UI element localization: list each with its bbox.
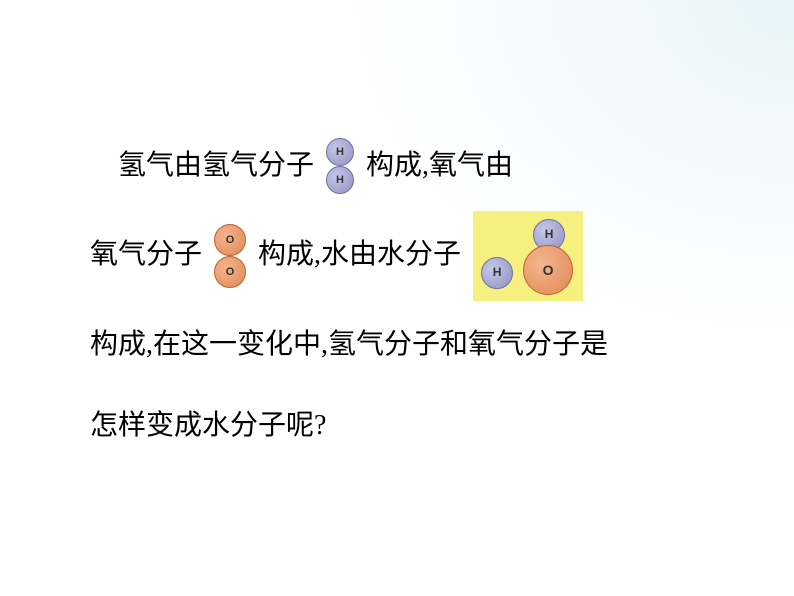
line-4: 怎样变成水分子呢?: [90, 390, 704, 463]
h-atom-icon: H: [326, 166, 354, 194]
h2o-molecule-icon: H H O: [473, 211, 583, 301]
h2-molecule-icon: H H: [326, 138, 354, 194]
o2-molecule-icon: O O: [214, 224, 246, 288]
slide-content: 氢气由氢气分子 H H 构成,氧气由 氧气分子 O O 构成,水由水分子 H H…: [0, 0, 794, 462]
h-atom-icon: H: [326, 138, 354, 166]
text-seg3: 氧气分子: [90, 219, 202, 292]
line-1: 氢气由氢气分子 H H 构成,氧气由: [90, 130, 704, 203]
text-seg6: 怎样变成水分子呢?: [90, 390, 326, 463]
o-atom-icon: O: [523, 245, 573, 295]
line-3: 构成,在这一变化中,氢气分子和氧气分子是: [90, 309, 704, 382]
o-atom-icon: O: [214, 256, 246, 288]
o-atom-icon: O: [214, 224, 246, 256]
h-atom-icon: H: [481, 257, 513, 289]
text-seg1: 氢气由氢气分子: [118, 130, 314, 203]
text-seg4: 构成,水由水分子: [258, 219, 461, 292]
text-seg2: 构成,氧气由: [366, 130, 513, 203]
line-2: 氧气分子 O O 构成,水由水分子 H H O: [90, 211, 704, 301]
text-seg5: 构成,在这一变化中,氢气分子和氧气分子是: [90, 309, 608, 382]
